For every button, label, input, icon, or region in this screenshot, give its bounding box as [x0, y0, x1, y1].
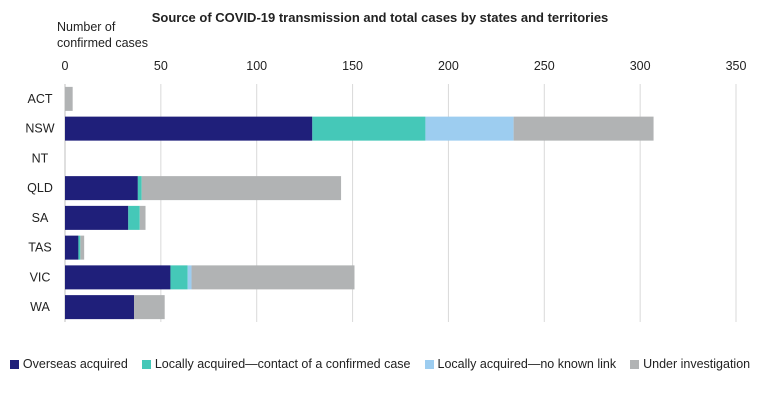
bar-segment: [141, 176, 342, 201]
bar-segment: [65, 235, 79, 260]
legend-item: Overseas acquired: [9, 357, 128, 371]
x-tick-label: 200: [438, 59, 459, 73]
x-tick-label: 50: [154, 59, 168, 73]
legend-swatch: [141, 359, 151, 369]
bar-segment: [78, 235, 81, 260]
x-tick-label: 300: [630, 59, 651, 73]
bar-segment: [65, 86, 73, 111]
bar-segment: [139, 205, 146, 230]
bar-segment: [65, 205, 129, 230]
legend-swatch: [424, 359, 434, 369]
category-label: ACT: [28, 92, 53, 106]
x-tick-label: 0: [62, 59, 69, 73]
x-tick-label: 250: [534, 59, 555, 73]
legend-item: Locally acquired—no known link: [424, 357, 617, 371]
bar-chart: 0 50 100 150 200 250 300 350 ACT NSW NT QLD SA TAS VI…: [25, 59, 747, 322]
legend-swatch: [630, 359, 640, 369]
category-labels: ACT NSW NT QLD SA TAS VIC WA: [25, 92, 54, 314]
bar-segment: [65, 295, 135, 320]
x-tick-labels: 0 50 100 150 200 250 300 350: [62, 59, 747, 73]
x-tick-label: 150: [342, 59, 363, 73]
bar-segment: [312, 116, 426, 141]
bar-segment: [65, 116, 313, 141]
legend-label: Locally acquired—no known link: [437, 357, 617, 371]
bar-segment: [187, 265, 192, 290]
bar-segment: [128, 205, 140, 230]
legend: Overseas acquired Locally acquired—contac…: [0, 357, 760, 371]
category-label: WA: [30, 300, 50, 314]
bar-segment: [170, 265, 188, 290]
bars: [65, 86, 654, 320]
category-label: NT: [32, 151, 49, 165]
bar-segment: [425, 116, 514, 141]
legend-label: Overseas acquired: [22, 357, 128, 371]
chart-title: Source of COVID-19 transmission and tota…: [151, 10, 609, 25]
bar-segment: [80, 235, 85, 260]
category-label: NSW: [25, 122, 54, 136]
legend-item: Under investigation: [630, 357, 750, 371]
legend-label: Locally acquired—contact of a confirmed …: [154, 357, 411, 371]
bar-segment: [134, 295, 165, 320]
category-label: TAS: [28, 241, 51, 255]
bar-segment: [137, 176, 142, 201]
x-tick-label: 100: [246, 59, 267, 73]
category-label: SA: [32, 211, 49, 225]
x-tick-label: 350: [726, 59, 747, 73]
category-label: QLD: [27, 181, 53, 195]
bar-segment: [65, 176, 138, 201]
y-axis-label: Number of confirmed cases: [57, 20, 149, 50]
bar-segment: [513, 116, 654, 141]
category-label: VIC: [30, 270, 51, 284]
bar-segment: [65, 265, 171, 290]
legend-item: Locally acquired—contact of a confirmed …: [141, 357, 411, 371]
bar-segment: [191, 265, 355, 290]
legend-swatch: [9, 359, 19, 369]
legend-label: Under investigation: [643, 357, 751, 371]
